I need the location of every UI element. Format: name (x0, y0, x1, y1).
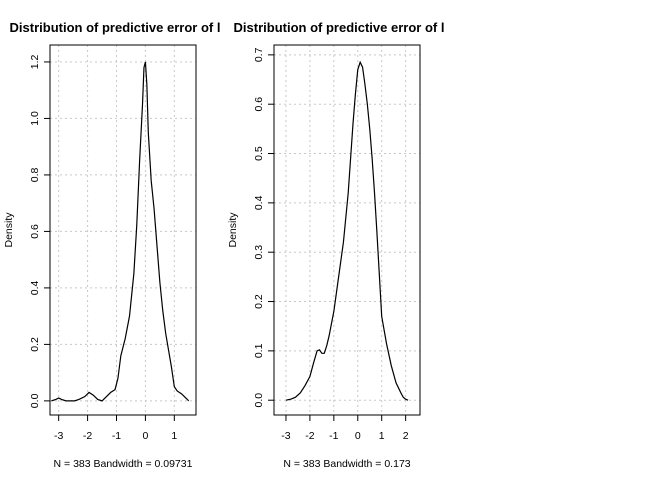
y-tick-label-left-0: 0.0 (29, 393, 41, 408)
x-tick-label-right-1: -2 (305, 430, 314, 442)
grid-left (50, 45, 196, 415)
x-tick-label-right-5: 2 (403, 430, 409, 442)
x-tick-label-left-3: 0 (142, 430, 148, 442)
x-tick-label-right-2: -1 (329, 430, 338, 442)
y-tick-label-right-3: 0.3 (253, 245, 265, 260)
y-tick-label-left-2: 0.4 (29, 280, 41, 295)
x-axis-right: -3 -2 -1 0 1 2 (281, 415, 409, 442)
x-axis-left: -3 -2 -1 0 1 (54, 415, 177, 442)
y-axis-label-right: Density (227, 212, 239, 248)
y-tick-label-left-4: 0.8 (29, 167, 41, 182)
chart-title-left: Distribution of predictive error of l (10, 20, 221, 35)
plot-frame-left (49, 44, 197, 416)
y-tick-label-right-2: 0.2 (253, 294, 265, 309)
grid-right (274, 45, 420, 415)
y-axis-left: 0.0 0.2 0.4 0.6 0.8 1.0 1.2 (29, 54, 50, 408)
density-curve-right (285, 60, 409, 401)
x-tick-label-left-4: 1 (171, 430, 177, 442)
y-tick-label-right-4: 0.4 (253, 195, 265, 210)
y-tick-label-left-5: 1.0 (29, 111, 41, 126)
x-axis-label-left: N = 383 Bandwidth = 0.09731 (54, 458, 193, 470)
y-tick-label-right-0: 0.0 (253, 393, 265, 408)
x-tick-label-right-0: -3 (281, 430, 290, 442)
x-tick-label-right-3: 0 (355, 430, 361, 442)
y-axis-label-left: Density (3, 212, 15, 248)
x-tick-label-left-2: -1 (112, 430, 121, 442)
chart-title-right: Distribution of predictive error of l (234, 20, 445, 35)
x-tick-label-right-4: 1 (379, 430, 385, 442)
y-tick-label-right-7: 0.7 (253, 47, 265, 62)
y-tick-label-right-6: 0.6 (253, 97, 265, 112)
y-tick-label-right-1: 0.1 (253, 343, 265, 358)
x-axis-label-right: N = 383 Bandwidth = 0.173 (283, 458, 410, 470)
y-tick-label-right-5: 0.5 (253, 146, 265, 161)
y-tick-label-left-1: 0.2 (29, 337, 41, 352)
plot-frame-right (273, 44, 421, 416)
density-panel-right: Distribution of predictive error of l -3… (227, 20, 444, 470)
x-tick-label-left-0: -3 (54, 430, 63, 442)
x-tick-label-left-1: -2 (83, 430, 92, 442)
y-tick-label-left-6: 1.2 (29, 54, 41, 69)
density-panel-left: Distribution of predictive error of l -3… (3, 20, 220, 470)
y-axis-right: 0.0 0.1 0.2 0.3 0.4 0.5 0.6 0.7 (253, 47, 274, 408)
y-tick-label-left-3: 0.6 (29, 224, 41, 239)
density-curve-left (51, 61, 190, 402)
